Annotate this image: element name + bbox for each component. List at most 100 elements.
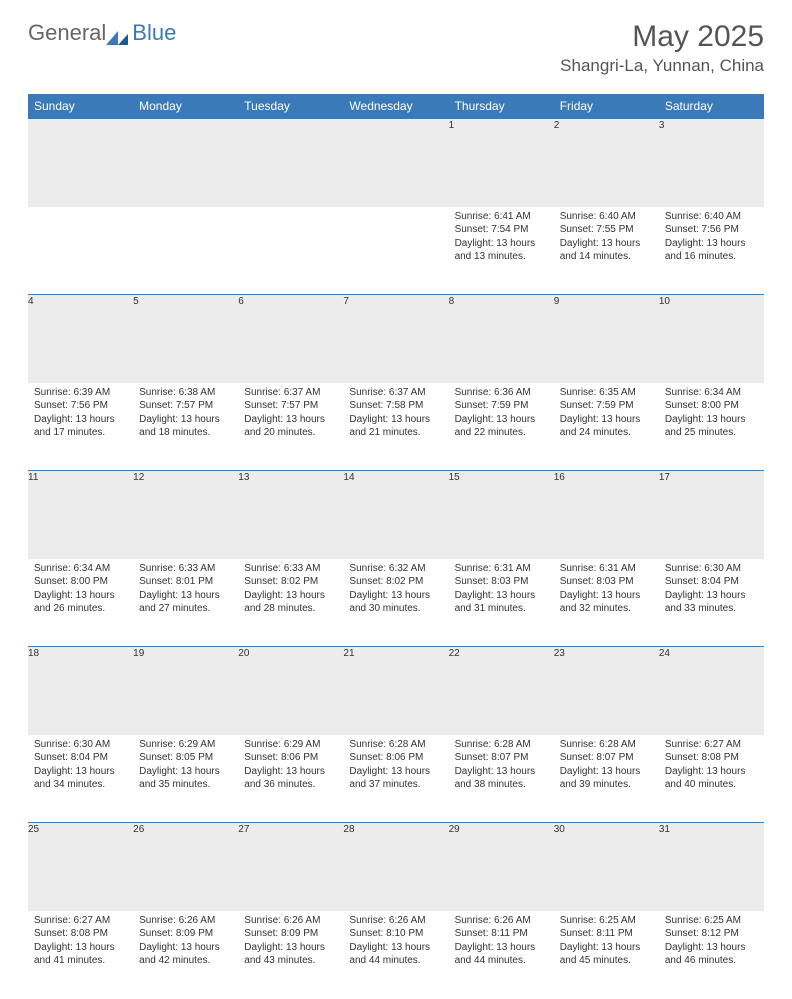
logo: General Blue bbox=[28, 20, 176, 46]
day-number: 4 bbox=[28, 295, 133, 383]
day-cell: Sunrise: 6:39 AMSunset: 7:56 PMDaylight:… bbox=[28, 383, 133, 471]
daylight-line: Daylight: 13 hours and 37 minutes. bbox=[349, 765, 442, 792]
day-cell: Sunrise: 6:30 AMSunset: 8:04 PMDaylight:… bbox=[659, 559, 764, 647]
sunset-line: Sunset: 8:00 PM bbox=[665, 399, 758, 413]
weekday-header: Saturday bbox=[659, 94, 764, 119]
sunset-line: Sunset: 8:04 PM bbox=[665, 575, 758, 589]
daylight-line: Daylight: 13 hours and 26 minutes. bbox=[34, 589, 127, 616]
day-number: 13 bbox=[238, 471, 343, 559]
day-number: 20 bbox=[238, 647, 343, 735]
sunset-line: Sunset: 8:03 PM bbox=[560, 575, 653, 589]
sunrise-line: Sunrise: 6:28 AM bbox=[560, 738, 653, 752]
sunrise-line: Sunrise: 6:25 AM bbox=[560, 914, 653, 928]
sunset-line: Sunset: 8:06 PM bbox=[244, 751, 337, 765]
day-number: 24 bbox=[659, 647, 764, 735]
day-cell: Sunrise: 6:32 AMSunset: 8:02 PMDaylight:… bbox=[343, 559, 448, 647]
day-cell: Sunrise: 6:34 AMSunset: 8:00 PMDaylight:… bbox=[28, 559, 133, 647]
daylight-line: Daylight: 13 hours and 34 minutes. bbox=[34, 765, 127, 792]
day-number bbox=[238, 119, 343, 207]
daylight-line: Daylight: 13 hours and 33 minutes. bbox=[665, 589, 758, 616]
sunrise-line: Sunrise: 6:36 AM bbox=[455, 386, 548, 400]
sunrise-line: Sunrise: 6:33 AM bbox=[139, 562, 232, 576]
daylight-line: Daylight: 13 hours and 35 minutes. bbox=[139, 765, 232, 792]
sunset-line: Sunset: 8:06 PM bbox=[349, 751, 442, 765]
sunrise-line: Sunrise: 6:28 AM bbox=[455, 738, 548, 752]
daylight-line: Daylight: 13 hours and 46 minutes. bbox=[665, 941, 758, 968]
day-cell bbox=[133, 207, 238, 295]
daynum-row: 25262728293031 bbox=[28, 823, 764, 911]
sunset-line: Sunset: 7:55 PM bbox=[560, 223, 653, 237]
daylight-line: Daylight: 13 hours and 25 minutes. bbox=[665, 413, 758, 440]
day-number: 12 bbox=[133, 471, 238, 559]
day-cell: Sunrise: 6:26 AMSunset: 8:10 PMDaylight:… bbox=[343, 911, 448, 999]
sunrise-line: Sunrise: 6:26 AM bbox=[455, 914, 548, 928]
day-cell: Sunrise: 6:29 AMSunset: 8:05 PMDaylight:… bbox=[133, 735, 238, 823]
daylight-line: Daylight: 13 hours and 22 minutes. bbox=[455, 413, 548, 440]
sunrise-line: Sunrise: 6:30 AM bbox=[665, 562, 758, 576]
day-cell: Sunrise: 6:37 AMSunset: 7:57 PMDaylight:… bbox=[238, 383, 343, 471]
sunrise-line: Sunrise: 6:29 AM bbox=[139, 738, 232, 752]
daylight-line: Daylight: 13 hours and 44 minutes. bbox=[455, 941, 548, 968]
daynum-row: 18192021222324 bbox=[28, 647, 764, 735]
weekday-header: Friday bbox=[554, 94, 659, 119]
daylight-line: Daylight: 13 hours and 31 minutes. bbox=[455, 589, 548, 616]
sunset-line: Sunset: 7:57 PM bbox=[139, 399, 232, 413]
day-cell: Sunrise: 6:26 AMSunset: 8:09 PMDaylight:… bbox=[238, 911, 343, 999]
logo-text-general: General bbox=[28, 20, 106, 46]
day-number: 18 bbox=[28, 647, 133, 735]
daylight-line: Daylight: 13 hours and 20 minutes. bbox=[244, 413, 337, 440]
sunrise-line: Sunrise: 6:41 AM bbox=[455, 210, 548, 224]
daylight-line: Daylight: 13 hours and 36 minutes. bbox=[244, 765, 337, 792]
daylight-line: Daylight: 13 hours and 21 minutes. bbox=[349, 413, 442, 440]
sunrise-line: Sunrise: 6:27 AM bbox=[665, 738, 758, 752]
day-cell: Sunrise: 6:31 AMSunset: 8:03 PMDaylight:… bbox=[449, 559, 554, 647]
sunrise-line: Sunrise: 6:26 AM bbox=[139, 914, 232, 928]
day-number bbox=[133, 119, 238, 207]
day-cell: Sunrise: 6:36 AMSunset: 7:59 PMDaylight:… bbox=[449, 383, 554, 471]
sunset-line: Sunset: 8:11 PM bbox=[560, 927, 653, 941]
location: Shangri-La, Yunnan, China bbox=[560, 56, 764, 76]
day-number: 11 bbox=[28, 471, 133, 559]
day-cell: Sunrise: 6:37 AMSunset: 7:58 PMDaylight:… bbox=[343, 383, 448, 471]
day-cell bbox=[238, 207, 343, 295]
daylight-line: Daylight: 13 hours and 16 minutes. bbox=[665, 237, 758, 264]
day-number: 26 bbox=[133, 823, 238, 911]
weekday-header: Tuesday bbox=[238, 94, 343, 119]
day-number bbox=[343, 119, 448, 207]
weekday-header-row: SundayMondayTuesdayWednesdayThursdayFrid… bbox=[28, 94, 764, 119]
sunset-line: Sunset: 7:56 PM bbox=[665, 223, 758, 237]
sunset-line: Sunset: 8:07 PM bbox=[455, 751, 548, 765]
sunset-line: Sunset: 8:04 PM bbox=[34, 751, 127, 765]
day-cell: Sunrise: 6:29 AMSunset: 8:06 PMDaylight:… bbox=[238, 735, 343, 823]
day-number: 29 bbox=[449, 823, 554, 911]
day-cell: Sunrise: 6:38 AMSunset: 7:57 PMDaylight:… bbox=[133, 383, 238, 471]
day-cell bbox=[28, 207, 133, 295]
logo-text-blue: Blue bbox=[132, 20, 176, 46]
calendar-body: 123Sunrise: 6:41 AMSunset: 7:54 PMDaylig… bbox=[28, 119, 764, 999]
sunrise-line: Sunrise: 6:34 AM bbox=[34, 562, 127, 576]
sunrise-line: Sunrise: 6:28 AM bbox=[349, 738, 442, 752]
daylight-line: Daylight: 13 hours and 17 minutes. bbox=[34, 413, 127, 440]
daycontent-row: Sunrise: 6:34 AMSunset: 8:00 PMDaylight:… bbox=[28, 559, 764, 647]
sunset-line: Sunset: 8:08 PM bbox=[665, 751, 758, 765]
daylight-line: Daylight: 13 hours and 13 minutes. bbox=[455, 237, 548, 264]
sunrise-line: Sunrise: 6:33 AM bbox=[244, 562, 337, 576]
day-number: 9 bbox=[554, 295, 659, 383]
sunrise-line: Sunrise: 6:37 AM bbox=[349, 386, 442, 400]
sunset-line: Sunset: 7:59 PM bbox=[455, 399, 548, 413]
daylight-line: Daylight: 13 hours and 18 minutes. bbox=[139, 413, 232, 440]
daycontent-row: Sunrise: 6:27 AMSunset: 8:08 PMDaylight:… bbox=[28, 911, 764, 999]
sunset-line: Sunset: 8:11 PM bbox=[455, 927, 548, 941]
day-number: 21 bbox=[343, 647, 448, 735]
sunset-line: Sunset: 7:57 PM bbox=[244, 399, 337, 413]
day-cell: Sunrise: 6:27 AMSunset: 8:08 PMDaylight:… bbox=[659, 735, 764, 823]
weekday-header: Sunday bbox=[28, 94, 133, 119]
day-cell: Sunrise: 6:34 AMSunset: 8:00 PMDaylight:… bbox=[659, 383, 764, 471]
day-cell: Sunrise: 6:41 AMSunset: 7:54 PMDaylight:… bbox=[449, 207, 554, 295]
sunrise-line: Sunrise: 6:30 AM bbox=[34, 738, 127, 752]
sunrise-line: Sunrise: 6:25 AM bbox=[665, 914, 758, 928]
day-cell: Sunrise: 6:27 AMSunset: 8:08 PMDaylight:… bbox=[28, 911, 133, 999]
day-cell: Sunrise: 6:31 AMSunset: 8:03 PMDaylight:… bbox=[554, 559, 659, 647]
sunrise-line: Sunrise: 6:34 AM bbox=[665, 386, 758, 400]
day-cell: Sunrise: 6:26 AMSunset: 8:09 PMDaylight:… bbox=[133, 911, 238, 999]
